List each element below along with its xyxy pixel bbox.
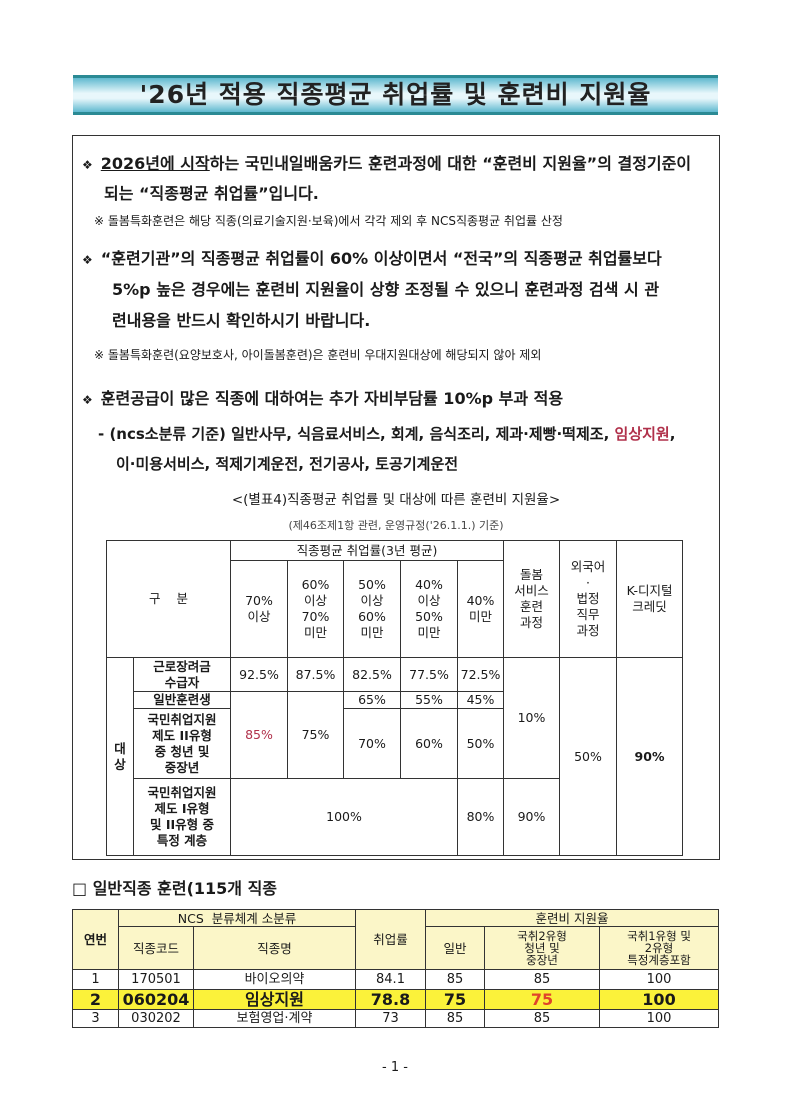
cell-general: 85 [425,969,485,990]
cell: 80% [456,778,505,856]
cell: 72.5% [456,657,505,692]
cell-no: 3 [72,1009,119,1028]
section-title: □ 일반직종 훈련(115개 직종 [72,879,278,898]
cell-name: 임상지원 [193,989,356,1010]
cell: 45% [456,691,505,709]
page-title: '26년 적용 직종평균 취업률 및 훈련비 지원율 [73,75,718,115]
header-t2: 국취2유형 청년 및 중장년 [484,926,600,970]
cell: 55% [400,691,458,709]
header-no: 연번 [72,909,119,970]
bullet-2-line1: ❖ “훈련기관”의 직종평균 취업률이 60% 이상이면서 “전국”의 직종평균 … [82,249,662,268]
header-ncs: NCS 분류체계 소분류 [118,909,356,927]
header-code: 직종코드 [118,926,194,970]
row-label: 국민취업지원 제도 II유형 중 청년 및 중장년 [133,708,231,779]
info-box [72,135,720,860]
cell-general: 75 [425,989,485,1010]
note-2: ※ 돌봄특화훈련(요양보호사, 아이돌봄훈련)은 훈련비 우대지원대상에 해당되… [94,348,542,362]
cell-code: 060204 [118,989,194,1010]
row-label: 일반훈련생 [133,691,231,709]
support-rate-table: 구 분 직종평균 취업률(3년 평균) 돌봄 서비스 훈련 과정 외국어 · 법… [106,540,684,856]
table-row: 1 170501 바이오의약 84.1 85 85 100 [72,969,720,990]
bullet-3-line1: ❖ 훈련공급이 많은 직종에 대하여는 추가 자비부담률 10%p 부과 적용 [82,389,564,408]
header-name: 직종명 [193,926,356,970]
cell-name: 보험영업·계약 [193,1009,356,1028]
cell: 75% [287,691,344,779]
table-row-highlighted: 2 060204 임상지원 78.8 75 75 100 [72,989,720,1010]
header-col: 60% 이상 70% 미만 [287,560,344,658]
diamond-icon: ❖ [82,393,93,407]
cell: 77.5% [400,657,458,692]
cell: 10% [503,657,561,779]
note-1: ※ 돌봄특화훈련은 해당 직종(의료기술지원·보육)에서 각각 제외 후 NCS… [94,214,563,228]
cell-emp: 73 [355,1009,426,1028]
header-support: 훈련비 지원율 [424,909,720,927]
header-kdigital: K-디지털 크레딧 [616,540,684,658]
cell: 87.5% [287,657,344,692]
header-lang: 외국어 · 법정 직무 과정 [559,540,618,658]
cell-code: 030202 [118,1009,194,1028]
cell: 82.5% [343,657,401,692]
header-care: 돌봄 서비스 훈련 과정 [503,540,561,658]
cell: 100% [230,778,458,856]
header-t1: 국취1유형 및 2유형 특정계층포함 [598,926,720,970]
bullet-1-line2: 되는 “직종평균 취업률”입니다. [104,184,319,203]
header-col: 40% 미만 [456,560,505,658]
header-col: 50% 이상 60% 미만 [343,560,401,658]
header-general: 일반 [425,926,485,970]
cell-t2: 85 [484,969,600,990]
occupation-table: 연번 NCS 분류체계 소분류 취업률 훈련비 지원율 직종코드 직종명 일반 … [72,909,720,1028]
cell-general: 85 [425,1009,485,1028]
bullet-1-line1: ❖ 2026년에 시작하는 국민내일배움카드 훈련과정에 대한 “훈련비 지원율”… [82,154,692,173]
cell-no: 2 [72,989,119,1010]
cell: 65% [343,691,401,709]
cell-t1: 100 [598,1009,720,1028]
diamond-icon: ❖ [82,253,93,267]
cell-emp: 84.1 [355,969,426,990]
bullet-2-line2: 5%p 높은 경우에는 훈련비 지원율이 상향 조정될 수 있으니 훈련과정 검… [112,280,660,299]
header-col: 70% 이상 [230,560,288,658]
cell: 60% [400,708,458,779]
bullet-3-sub2: 이·미용서비스, 적제기계운전, 전기공사, 토공기계운전 [116,455,459,473]
cell-t1: 100 [598,989,720,1010]
row-label: 근로장려금 수급자 [133,657,231,692]
page-number: - 1 - [382,1060,408,1075]
cell: 90% [616,657,684,856]
header-col: 40% 이상 50% 미만 [400,560,458,658]
header-gubun: 구 분 [106,540,231,658]
bullet-3-sub1: - (ncs소분류 기준) 일반사무, 식음료서비스, 회계, 음식조리, 제과… [98,425,676,443]
target-label: 대 상 [106,657,134,856]
header-rate: 직종평균 취업률(3년 평균) [229,540,505,561]
cell-t2: 75 [484,989,600,1010]
cell-t2: 85 [484,1009,600,1028]
cell: 50% [456,708,505,779]
table-row: 3 030202 보험영업·계약 73 85 85 100 [72,1009,720,1028]
table-caption: <(별표4)직종평균 취업률 및 대상에 따른 훈련비 지원율> [231,492,561,508]
bullet-2-line3: 련내용을 반드시 확인하시기 바랍니다. [112,311,371,330]
cell: 85% [230,691,288,779]
row-label: 국민취업지원 제도 I유형 및 II유형 중 특정 계층 [133,778,231,856]
cell: 70% [343,708,401,779]
cell-t1: 100 [598,969,720,990]
cell: 50% [559,657,618,856]
header-emp: 취업률 [355,909,426,970]
cell: 90% [503,778,561,856]
cell-emp: 78.8 [355,989,426,1010]
cell-no: 1 [72,969,119,990]
cell: 92.5% [230,657,288,692]
cell-code: 170501 [118,969,194,990]
table-subcaption: (제46조제1항 관련, 운영규정('26.1.1.) 기준) [288,519,504,532]
cell-name: 바이오의약 [193,969,356,990]
diamond-icon: ❖ [82,158,93,172]
